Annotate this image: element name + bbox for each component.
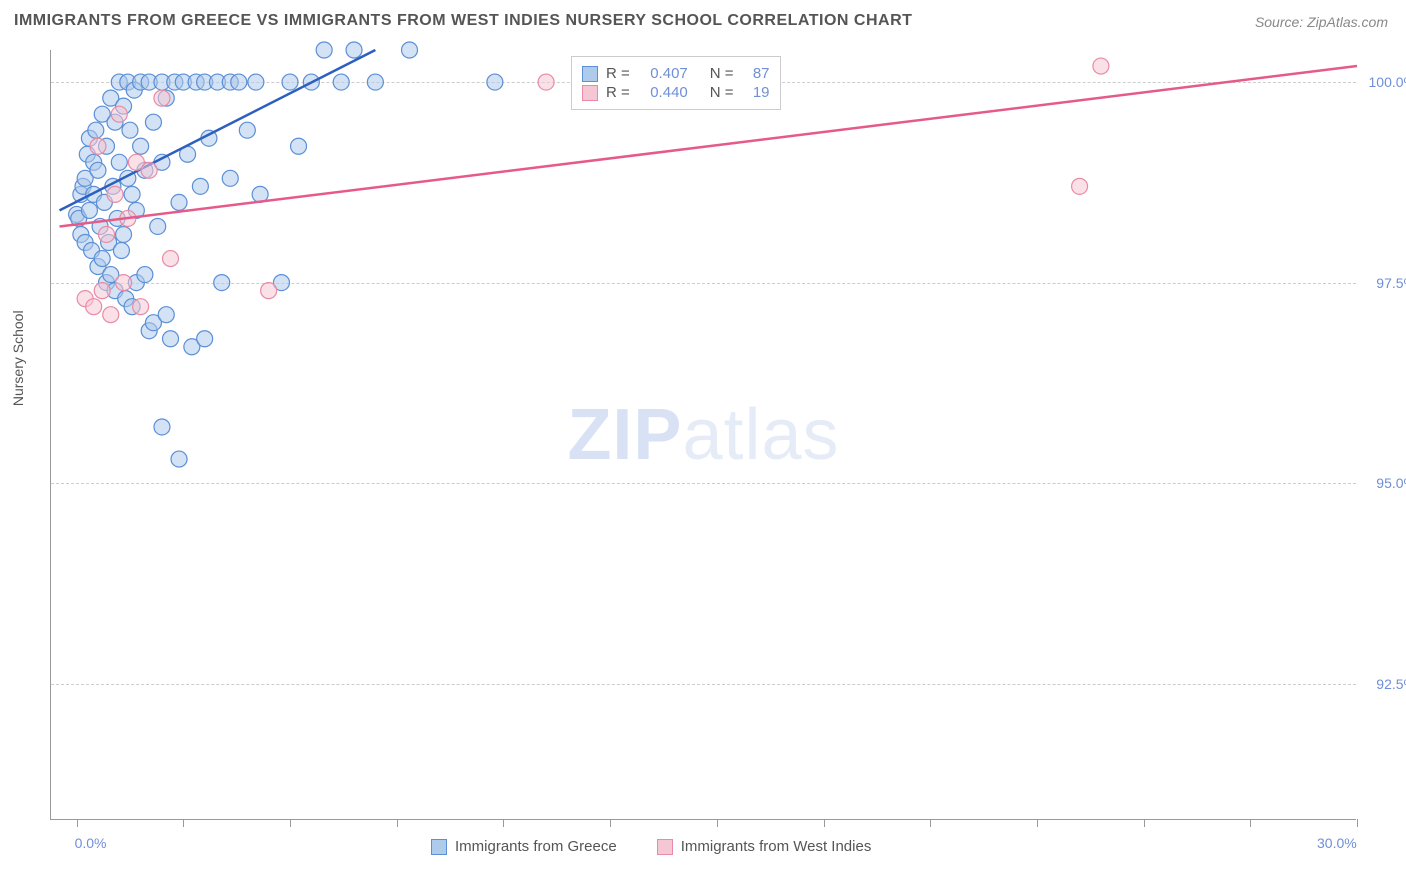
data-point (124, 186, 140, 202)
data-point (171, 451, 187, 467)
legend-r-label: R = (606, 84, 630, 101)
data-point (81, 202, 97, 218)
data-point (90, 138, 106, 154)
data-point (116, 275, 132, 291)
chart-svg (51, 50, 1356, 819)
x-tick (1357, 819, 1358, 827)
y-tick-label: 100.0% (1361, 74, 1406, 90)
data-point (111, 154, 127, 170)
data-point (239, 122, 255, 138)
data-point (154, 90, 170, 106)
data-point (197, 331, 213, 347)
y-tick-label: 95.0% (1361, 475, 1406, 491)
x-tick (290, 819, 291, 827)
data-point (333, 74, 349, 90)
data-point (222, 170, 238, 186)
legend-r-value: 0.407 (638, 65, 688, 82)
legend-swatch (657, 839, 673, 855)
y-tick-label: 97.5% (1361, 275, 1406, 291)
data-point (282, 74, 298, 90)
data-point (261, 283, 277, 299)
data-point (141, 162, 157, 178)
series-legend-item: Immigrants from West Indies (657, 838, 872, 855)
x-tick (717, 819, 718, 827)
data-point (1093, 58, 1109, 74)
data-point (86, 299, 102, 315)
data-point (538, 74, 554, 90)
data-point (111, 106, 127, 122)
series-legend-item: Immigrants from Greece (431, 838, 617, 855)
data-point (163, 331, 179, 347)
series-legend-label: Immigrants from Greece (455, 838, 617, 855)
legend-n-label: N = (710, 84, 734, 101)
legend-n-label: N = (710, 65, 734, 82)
legend-swatch (431, 839, 447, 855)
stats-legend: R = 0.407 N = 87 R = 0.440 N = 19 (571, 56, 781, 110)
data-point (158, 307, 174, 323)
legend-n-value: 19 (742, 84, 770, 101)
legend-r-label: R = (606, 65, 630, 82)
data-point (133, 138, 149, 154)
y-tick-label: 92.5% (1361, 676, 1406, 692)
stats-legend-row: R = 0.440 N = 19 (582, 84, 770, 101)
data-point (150, 218, 166, 234)
legend-swatch (582, 66, 598, 82)
data-point (107, 186, 123, 202)
plot-area: ZIPatlas 92.5%95.0%97.5%100.0% 0.0%30.0%… (50, 50, 1356, 820)
x-tick (1144, 819, 1145, 827)
x-tick (1037, 819, 1038, 827)
data-point (248, 74, 264, 90)
data-point (122, 122, 138, 138)
data-point (171, 194, 187, 210)
x-tick (1250, 819, 1251, 827)
data-point (1072, 178, 1088, 194)
y-axis-title: Nursery School (10, 310, 26, 406)
stats-legend-row: R = 0.407 N = 87 (582, 65, 770, 82)
legend-r-value: 0.440 (638, 84, 688, 101)
data-point (103, 307, 119, 323)
series-legend-label: Immigrants from West Indies (681, 838, 872, 855)
series-legend: Immigrants from Greece Immigrants from We… (431, 838, 871, 855)
x-tick-label: 30.0% (1317, 835, 1357, 851)
data-point (145, 114, 161, 130)
x-tick-label: 0.0% (75, 835, 107, 851)
data-point (137, 267, 153, 283)
data-point (116, 226, 132, 242)
data-point (88, 122, 104, 138)
data-point (346, 42, 362, 58)
data-point (487, 74, 503, 90)
data-point (94, 283, 110, 299)
data-point (133, 299, 149, 315)
x-tick (610, 819, 611, 827)
x-tick (397, 819, 398, 827)
x-tick (930, 819, 931, 827)
x-tick (183, 819, 184, 827)
data-point (90, 162, 106, 178)
legend-swatch (582, 85, 598, 101)
data-point (291, 138, 307, 154)
chart-title: IMMIGRANTS FROM GREECE VS IMMIGRANTS FRO… (14, 12, 912, 30)
data-point (98, 226, 114, 242)
data-point (192, 178, 208, 194)
data-point (316, 42, 332, 58)
data-point (231, 74, 247, 90)
data-point (367, 74, 383, 90)
data-point (163, 251, 179, 267)
data-point (402, 42, 418, 58)
data-point (94, 251, 110, 267)
x-tick (503, 819, 504, 827)
x-tick (824, 819, 825, 827)
data-point (113, 243, 129, 259)
source-attribution: Source: ZipAtlas.com (1255, 14, 1388, 30)
data-point (154, 419, 170, 435)
data-point (214, 275, 230, 291)
legend-n-value: 87 (742, 65, 770, 82)
x-tick (77, 819, 78, 827)
